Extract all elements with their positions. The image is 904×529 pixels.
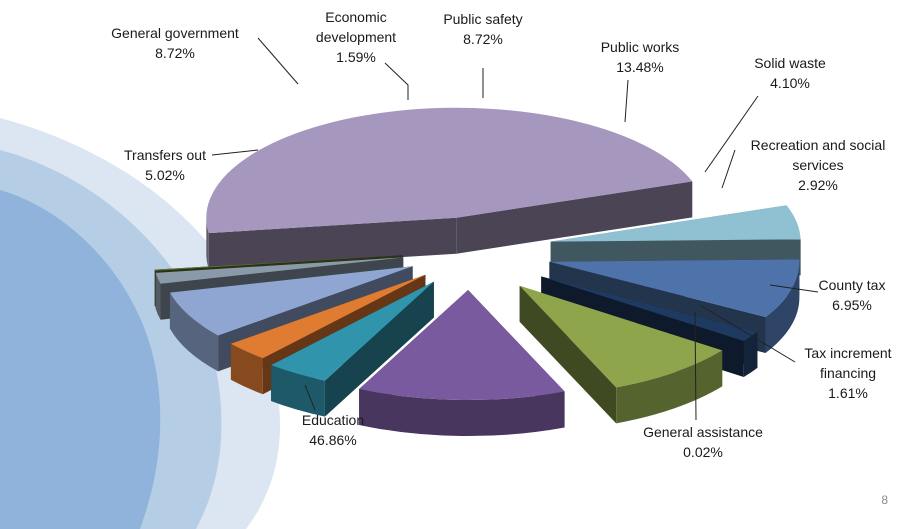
slice-label-public-safety: Public safety 8.72% <box>443 11 522 47</box>
slice-label-county-tax: County tax 6.95% <box>819 277 886 313</box>
slice-label-recreation-and-social-services: Recreation and social services 2.92% <box>751 137 886 193</box>
page-number: 8 <box>881 493 888 507</box>
slice-outer-wall-0 <box>359 389 565 437</box>
slice-outer-wall-0 <box>230 343 263 395</box>
slice-side-1 <box>519 285 617 424</box>
slice-label-general-government: General government 8.72% <box>111 25 239 61</box>
slice-outer-wall-0 <box>743 331 758 378</box>
slice-label-value: 2.92% <box>798 177 838 193</box>
slice-label-value: 46.86% <box>309 432 356 448</box>
slice-outer-wall-0 <box>765 261 800 354</box>
slice-label-solid-waste: Solid waste 4.10% <box>754 55 826 91</box>
slice-top-general-government <box>549 259 800 318</box>
slice-label-name-line: development <box>316 29 396 45</box>
slice-label-value: 4.10% <box>770 75 810 91</box>
slice-label-name-line: Economic <box>325 9 386 25</box>
slice-top-general-assistance <box>154 255 403 271</box>
slice-top-county-tax <box>169 266 413 336</box>
background-swoosh <box>0 118 281 529</box>
slice-label-value: 1.59% <box>336 49 376 65</box>
leader-line-tax-increment-financing <box>699 304 796 363</box>
leader-line-county-tax <box>769 284 819 293</box>
slice-label-value: 8.72% <box>463 31 503 47</box>
slice-top-recreation-and-social-services <box>230 274 426 359</box>
slice-label-name-line: Public works <box>601 39 680 55</box>
slice-label-education: Education 46.86% <box>302 412 364 448</box>
leader-line-recreation-and-social-services <box>721 149 736 189</box>
slice-side-1 <box>230 274 426 380</box>
slice-label-value: 8.72% <box>155 45 195 61</box>
slice-outer-wall-0 <box>155 272 161 320</box>
background-swoosh-dark <box>0 190 161 529</box>
slice-top-public-safety <box>519 285 723 388</box>
slice-label-public-works: Public works 13.48% <box>601 39 680 75</box>
slice-label-economic-development: Economic development 1.59% <box>316 9 396 65</box>
slice-label-value: 6.95% <box>832 297 872 313</box>
leader-line-solid-waste <box>704 95 759 173</box>
slice-label-name-line: General assistance <box>643 424 763 440</box>
slice-top-public-works <box>359 290 565 401</box>
leader-lines <box>211 37 819 421</box>
slice-label-transfers-out: Transfers out 5.02% <box>124 147 206 183</box>
slice-label-name-line: County tax <box>819 277 886 293</box>
slice-label-value: 0.02% <box>683 444 723 460</box>
pie-slices <box>154 107 801 437</box>
slice-outer-wall-0 <box>169 292 219 372</box>
slice-top-tax-increment-financing <box>155 257 404 284</box>
leader-line-transfers-out <box>211 149 259 156</box>
slice-label-name-line: services <box>792 157 843 173</box>
slice-top-education <box>206 107 693 234</box>
slice-label-name-line: General government <box>111 25 239 41</box>
slice-top-transfers-out <box>550 205 801 242</box>
pie-slice-public-works <box>359 290 565 437</box>
leader-line-general-assistance <box>694 311 697 421</box>
leader-line-economic-development <box>384 62 409 100</box>
slice-label-tax-increment-financing: Tax increment financing 1.61% <box>804 345 891 401</box>
slice-label-name-line: financing <box>820 365 876 381</box>
slice-label-name-line: Education <box>302 412 364 428</box>
slice-side-1 <box>456 181 693 254</box>
slice-outer-wall-0 <box>206 217 209 270</box>
slice-top-solid-waste <box>271 281 434 381</box>
slice-label-general-assistance: General assistance 0.02% <box>643 424 763 460</box>
slice-label-name-line: Recreation and social <box>751 137 886 153</box>
slice-label-name-line: Tax increment <box>804 345 891 361</box>
slice-label-value: 5.02% <box>145 167 185 183</box>
slice-label-name-line: Transfers out <box>124 147 206 163</box>
pie-slice-solid-waste <box>271 281 434 417</box>
slice-label-value: 13.48% <box>616 59 663 75</box>
slice-label-value: 1.61% <box>828 385 868 401</box>
slice-labels: Education 46.86% Transfers out 5.02% General… <box>111 9 891 460</box>
leader-line-public-works <box>624 79 629 123</box>
slice-outer-wall-0 <box>271 365 325 417</box>
leader-line-general-government <box>257 37 299 85</box>
leader-line-education <box>304 384 316 411</box>
slice-top-economic-development <box>541 276 758 342</box>
slice-label-name-line: Solid waste <box>754 55 826 71</box>
slice-label-name-line: Public safety <box>443 11 522 27</box>
